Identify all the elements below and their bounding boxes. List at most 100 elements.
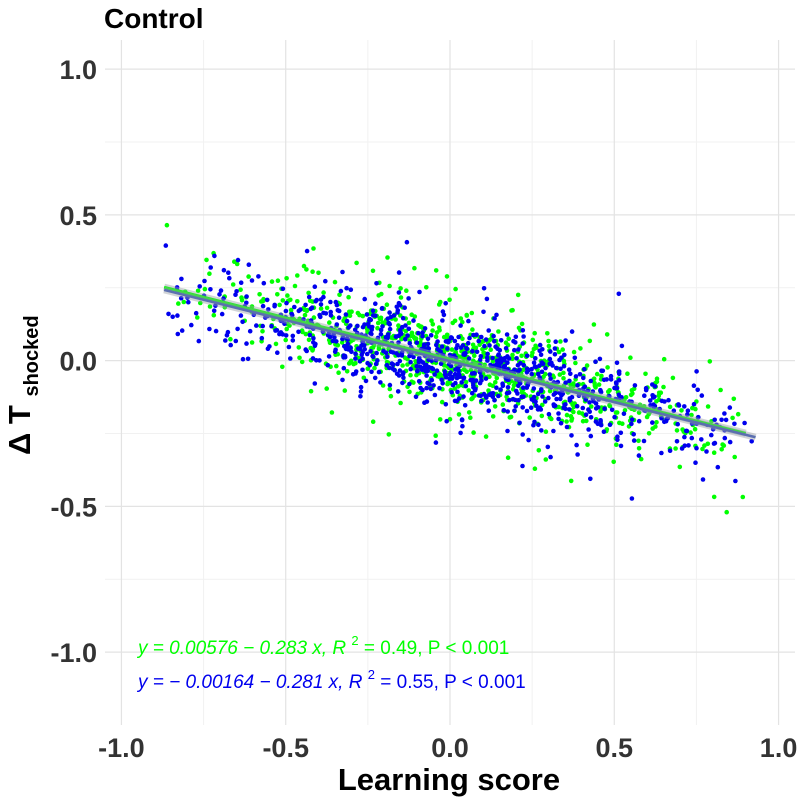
blue-data-point <box>517 367 522 373</box>
blue-data-point <box>542 399 548 404</box>
blue-data-point <box>727 405 733 410</box>
regression-lines <box>163 283 757 441</box>
blue-data-point <box>597 356 603 362</box>
blue-data-point <box>704 449 709 454</box>
blue-data-point <box>462 403 468 408</box>
blue-data-point <box>554 365 559 371</box>
blue-data-point <box>521 334 526 339</box>
green-data-point <box>228 336 233 342</box>
blue-data-point <box>617 395 623 401</box>
blue-data-point <box>375 335 381 341</box>
green-data-point <box>306 337 312 343</box>
blue-data-point <box>226 270 231 276</box>
blue-data-point <box>722 411 727 416</box>
blue-data-point <box>682 434 687 440</box>
green-data-point <box>654 420 659 425</box>
green-data-point <box>702 443 707 448</box>
blue-data-point <box>512 367 517 373</box>
green-data-point <box>301 263 307 269</box>
blue-data-point <box>318 297 324 302</box>
green-data-point <box>398 286 403 291</box>
blue-data-point <box>417 357 422 362</box>
blue-data-point <box>533 399 538 404</box>
blue-data-point <box>529 371 534 377</box>
blue-data-point <box>373 301 378 307</box>
blue-data-point <box>259 335 265 341</box>
blue-data-point <box>496 352 502 357</box>
green-data-point <box>453 286 458 292</box>
blue-data-point <box>446 362 452 367</box>
blue-data-point <box>358 389 364 394</box>
blue-data-point <box>671 408 677 414</box>
green-data-point <box>386 432 392 437</box>
green-data-point <box>439 399 445 405</box>
blue-data-point <box>234 289 239 294</box>
green-data-point <box>347 309 352 315</box>
blue-data-point <box>496 393 501 399</box>
blue-data-point <box>636 418 642 424</box>
blue-data-point <box>520 463 525 469</box>
green-data-point <box>202 286 208 292</box>
blue-data-point <box>507 397 512 403</box>
green-data-point <box>494 375 500 381</box>
blue-data-point <box>749 439 754 444</box>
green-data-point <box>398 295 404 300</box>
green-data-point <box>512 380 517 385</box>
blue-data-point <box>369 324 375 330</box>
blue-data-point <box>694 369 699 374</box>
blue-data-point <box>385 335 390 341</box>
blue-data-point <box>197 284 202 289</box>
blue-data-point <box>574 403 580 409</box>
green-data-point <box>464 313 470 318</box>
blue-data-point <box>469 390 475 396</box>
blue-data-point <box>334 339 339 344</box>
blue-data-point <box>380 324 385 329</box>
blue-data-point <box>524 366 530 372</box>
blue-data-point <box>441 312 447 318</box>
green-data-point <box>230 282 236 287</box>
blue-data-point <box>440 381 446 386</box>
blue-data-point <box>303 302 308 308</box>
blue-data-point <box>328 313 334 318</box>
green-regression-line <box>163 285 747 435</box>
green-data-point <box>260 329 265 334</box>
y-axis-title-main: Δ T <box>2 405 37 455</box>
blue-data-point <box>434 342 439 348</box>
green-data-point <box>346 294 351 300</box>
blue-data-point <box>400 372 406 377</box>
blue-data-point <box>540 394 545 399</box>
blue-data-point <box>722 435 728 441</box>
blue-data-point <box>451 353 457 358</box>
green-data-point <box>269 279 275 284</box>
blue-data-point <box>245 356 251 362</box>
blue-annotation-stats: = 0.55, P < 0.001 <box>380 672 525 693</box>
green-data-point <box>360 313 366 319</box>
blue-data-point <box>443 375 449 380</box>
blue-data-point <box>336 308 342 314</box>
green-data-point <box>460 336 465 342</box>
green-data-point <box>452 386 458 391</box>
blue-data-point <box>540 361 546 367</box>
blue-data-point <box>650 393 655 398</box>
blue-data-point <box>179 328 185 333</box>
green-data-point <box>519 390 525 395</box>
green-data-point <box>568 478 574 484</box>
green-data-point <box>492 404 498 409</box>
blue-data-point <box>424 373 429 378</box>
green-data-point <box>412 265 417 271</box>
green-data-point <box>195 315 200 320</box>
green-data-point <box>379 291 384 297</box>
green-data-point <box>628 392 634 398</box>
green-data-point <box>515 292 521 298</box>
green-data-point <box>719 447 724 452</box>
x-tick-label: 1.0 <box>760 733 798 763</box>
blue-data-point <box>269 323 274 329</box>
blue-data-point <box>517 420 522 426</box>
blue-data-point <box>193 310 199 316</box>
blue-data-point <box>563 338 568 343</box>
green-data-point <box>396 323 401 328</box>
blue-data-point <box>378 327 384 333</box>
blue-data-point <box>616 291 622 297</box>
blue-data-point <box>577 372 583 377</box>
green-data-point <box>332 279 338 285</box>
